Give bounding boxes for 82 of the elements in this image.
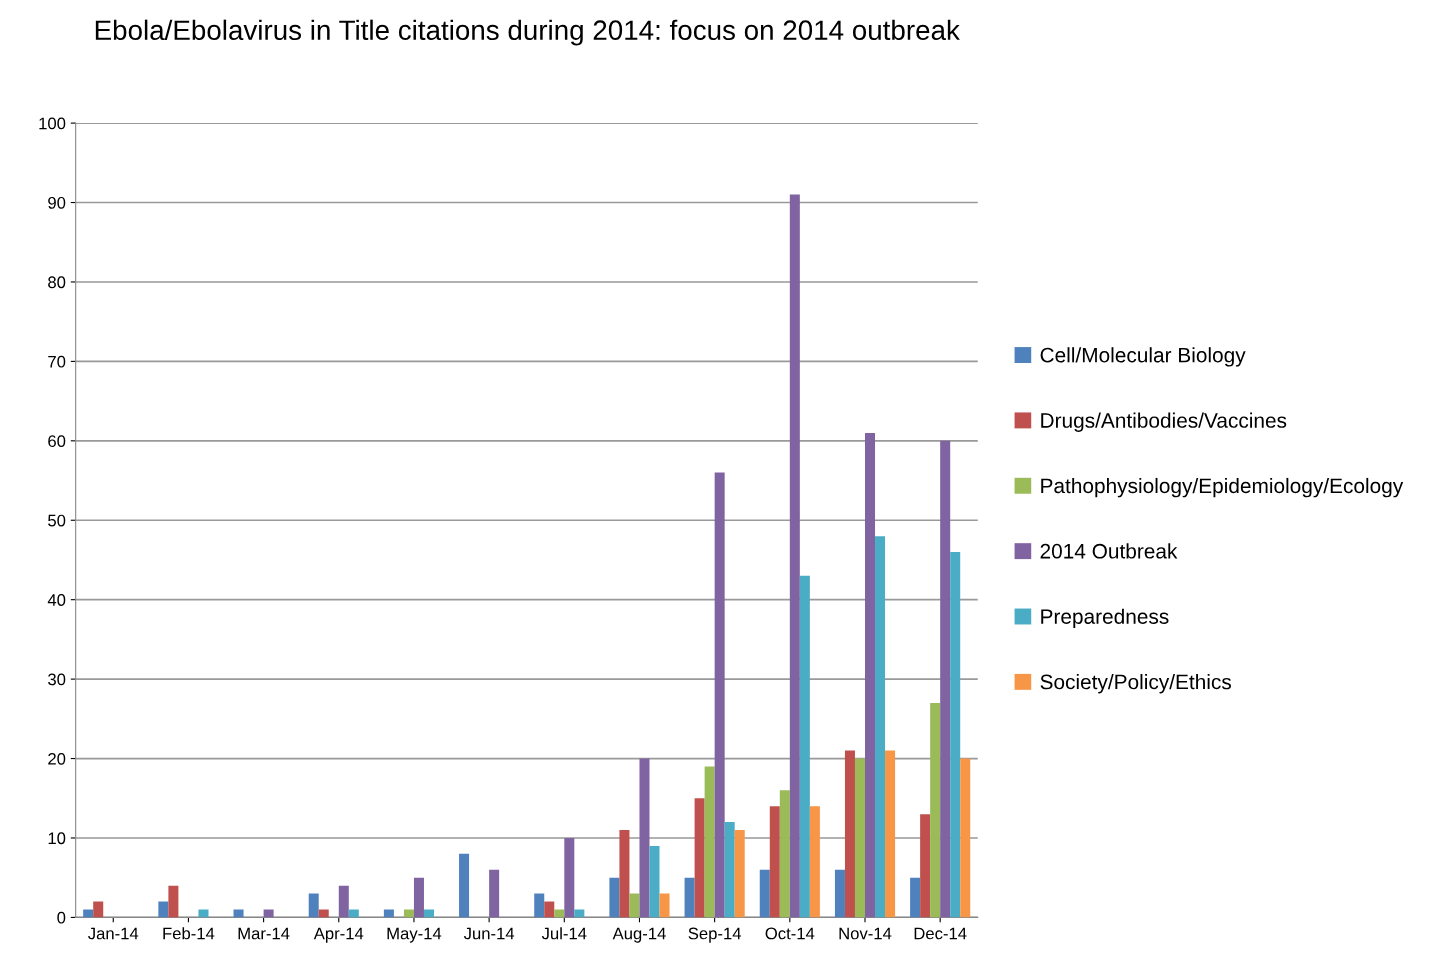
bar xyxy=(724,822,735,918)
y-tick-label: 0 xyxy=(57,911,66,924)
bar xyxy=(885,750,896,918)
bar xyxy=(348,909,359,918)
bar xyxy=(403,909,414,918)
bar xyxy=(609,877,620,918)
y-tick-label: 50 xyxy=(48,514,66,527)
bar xyxy=(930,702,941,918)
bar xyxy=(734,830,745,918)
bar xyxy=(308,893,319,918)
bar xyxy=(684,877,695,918)
x-tick-label: May-14 xyxy=(387,927,442,943)
x-tick-label: Oct-14 xyxy=(765,927,815,940)
bar xyxy=(779,790,790,918)
x-tick-label: Dec-14 xyxy=(914,927,967,940)
bar xyxy=(564,837,575,918)
legend-label: Society/Policy/Ethics xyxy=(1040,674,1231,694)
y-tick-label: 30 xyxy=(48,673,66,686)
y-tick-label: 40 xyxy=(47,594,66,606)
y-tick-label: 20 xyxy=(48,752,66,765)
bar xyxy=(854,758,865,918)
bar xyxy=(263,909,274,918)
x-tick-label: Aug-14 xyxy=(612,927,666,943)
legend-label: Pathophysiology/Epidemiology/Ecology xyxy=(1041,477,1404,498)
bar xyxy=(158,901,169,918)
x-tick-label: Jun-14 xyxy=(463,927,515,940)
x-tick-label: Jul-14 xyxy=(541,927,587,940)
legend-label: Cell/Molecular Biology xyxy=(1040,347,1246,367)
bar xyxy=(544,901,555,918)
bar xyxy=(834,869,845,918)
bar xyxy=(865,432,876,918)
bar xyxy=(960,758,971,918)
bar xyxy=(554,909,565,918)
bar xyxy=(338,885,349,918)
bar xyxy=(910,877,921,918)
y-tick-label: 70 xyxy=(48,355,66,368)
bar xyxy=(629,893,640,918)
bar xyxy=(875,536,886,918)
x-tick-label: Jan-14 xyxy=(88,927,139,940)
bar xyxy=(809,806,820,918)
bar xyxy=(694,798,705,918)
y-tick-label: 100 xyxy=(39,117,66,130)
bar xyxy=(233,909,244,918)
y-tick-label: 90 xyxy=(48,196,66,209)
bar xyxy=(714,472,725,918)
y-tick-label: 80 xyxy=(48,276,66,289)
bar xyxy=(423,909,434,918)
bar xyxy=(534,893,545,918)
bar xyxy=(659,893,670,918)
bar xyxy=(759,869,770,918)
x-tick-label: Nov-14 xyxy=(839,927,892,940)
bar xyxy=(574,909,585,918)
bar xyxy=(704,766,715,918)
bar xyxy=(950,552,961,918)
y-tick-label: 60 xyxy=(48,435,66,448)
bar xyxy=(844,750,855,918)
bar xyxy=(789,194,800,918)
bar xyxy=(93,901,104,918)
legend-label: Preparedness xyxy=(1041,608,1169,629)
x-tick-label: Sep-14 xyxy=(688,927,742,943)
x-tick-label: Mar-14 xyxy=(238,927,290,940)
bar xyxy=(799,575,810,918)
legend-label: 2014 Outbreak xyxy=(1040,543,1178,559)
x-tick-label: Apr-14 xyxy=(313,927,364,943)
x-tick-label: Feb-14 xyxy=(163,927,215,940)
bar xyxy=(940,440,951,918)
bar xyxy=(83,909,94,918)
legend-label: Drugs/Antibodies/Vaccines xyxy=(1041,412,1287,432)
bar xyxy=(413,877,424,918)
bar xyxy=(459,853,470,918)
bar xyxy=(168,885,179,918)
bar xyxy=(198,909,209,918)
y-tick-label: 10 xyxy=(48,832,66,845)
bar xyxy=(920,814,931,918)
bar xyxy=(318,909,329,918)
bar xyxy=(769,806,780,918)
bar xyxy=(383,909,394,918)
chart-title: Ebola/Ebolavirus in Title citations during 2014: focus on 2014 outbreak xyxy=(95,19,960,46)
bar xyxy=(639,758,650,918)
bar xyxy=(489,869,500,918)
bar xyxy=(649,845,660,918)
bar xyxy=(619,830,630,918)
